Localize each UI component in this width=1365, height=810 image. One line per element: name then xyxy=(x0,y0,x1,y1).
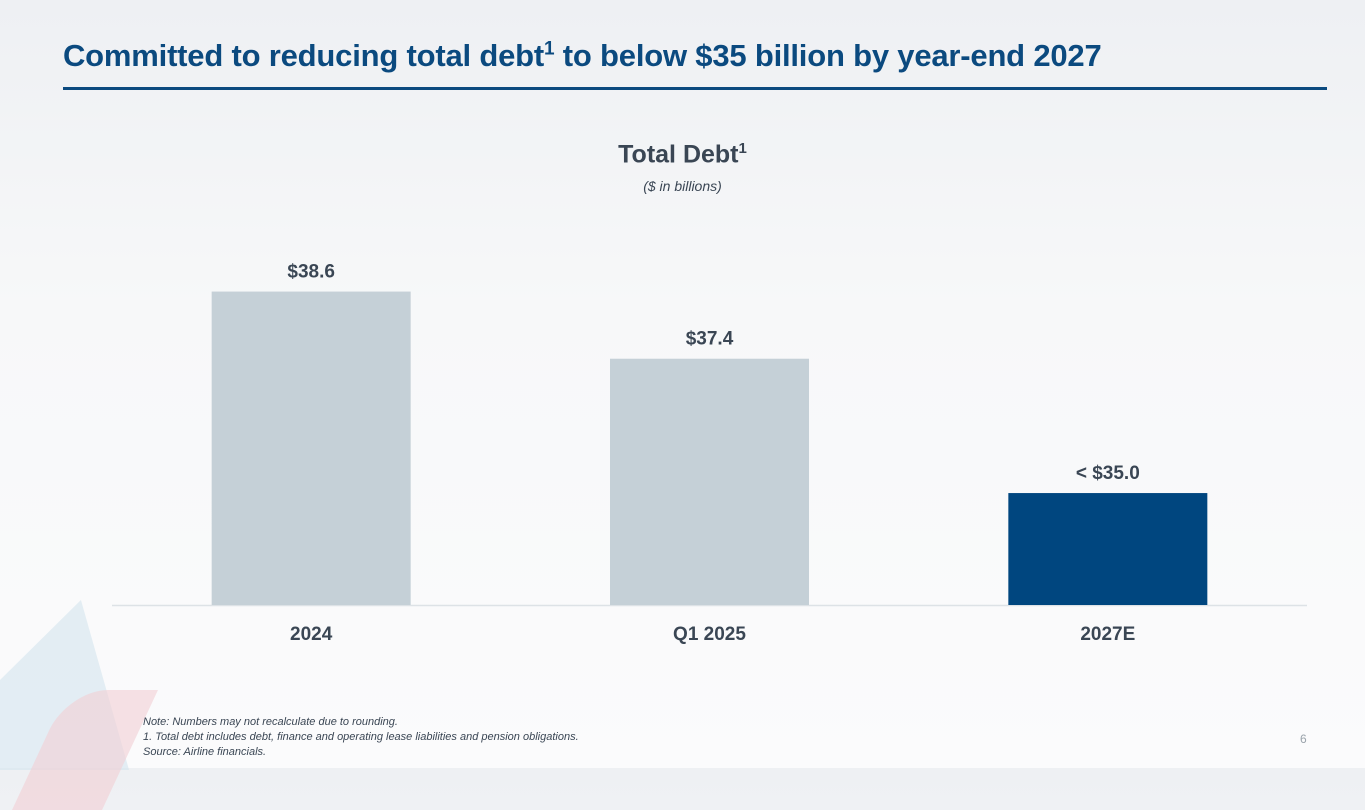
title-footnote-mark: 1 xyxy=(543,38,555,60)
x-tick-label: 2027E xyxy=(1080,624,1135,645)
slide-title: Committed to reducing total debt1 to bel… xyxy=(63,38,1102,74)
note-rounding: Note: Numbers may not recalculate due to… xyxy=(143,716,398,728)
bar-chart: $38.6 2024 $37.4 Q1 2025 < $35.0 2027E xyxy=(112,262,1307,645)
title-text: Committed to reducing total debt xyxy=(63,38,544,73)
bar-2024 xyxy=(211,291,411,605)
page-number: 6 xyxy=(1300,732,1307,746)
note-total-debt: 1. Total debt includes debt, finance and… xyxy=(143,731,579,743)
chart-title-footnote-mark: 1 xyxy=(738,140,747,157)
data-label: < $35.0 xyxy=(1076,463,1140,484)
data-label: $37.4 xyxy=(686,329,734,350)
title-text-rest: to below $35 billion by year-end 2027 xyxy=(554,38,1102,73)
footnotes: Note: Numbers may not recalculate due to… xyxy=(143,715,579,760)
bar-2027e xyxy=(1008,493,1208,605)
x-tick-label: Q1 2025 xyxy=(673,624,746,645)
bar-q1-2025 xyxy=(610,358,809,605)
title-rule xyxy=(63,87,1327,90)
chart-title: Total Debt1 xyxy=(0,140,1365,169)
data-label: $38.6 xyxy=(287,262,335,283)
note-source: Source: Airline financials. xyxy=(143,746,267,758)
chart-title-text: Total Debt xyxy=(618,140,739,169)
x-tick-label: 2024 xyxy=(290,624,333,645)
chart-subtitle: ($ in billions) xyxy=(643,178,722,194)
